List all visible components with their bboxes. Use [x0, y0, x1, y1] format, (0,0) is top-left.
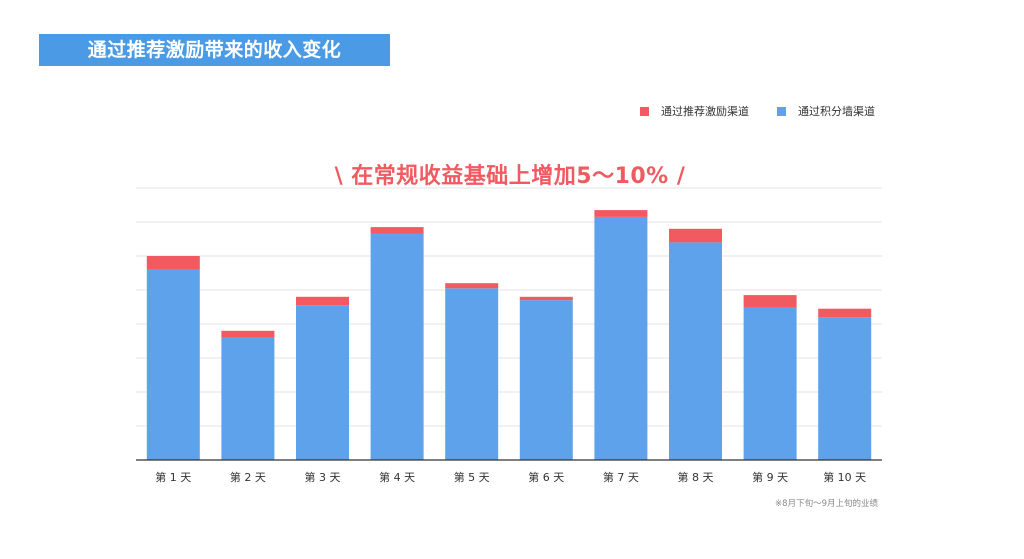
bar-points-wall-4: [370, 233, 424, 460]
chart-headline: \ 在常规收益基础上增加5〜10% /: [334, 164, 686, 189]
legend-item-referral: 通过推荐激励渠道: [640, 103, 749, 119]
x-tick-label-2: 第 2 天: [230, 470, 266, 484]
x-tick-label-4: 第 4 天: [379, 470, 415, 484]
legend-swatch-points-wall: [777, 106, 786, 116]
bar-points-wall-2: [221, 337, 275, 460]
chart-title: 通过推荐激励带来的收入变化: [39, 34, 390, 66]
legend-item-points-wall: 通过积分墙渠道: [777, 103, 875, 119]
legend-label-points-wall: 通过积分墙渠道: [798, 105, 875, 118]
x-tick-label-6: 第 6 天: [528, 470, 564, 484]
bar-referral-8: [669, 228, 722, 243]
bar-referral-3: [296, 296, 349, 306]
bar-referral-9: [743, 295, 797, 307]
x-tick-label-7: 第 7 天: [603, 470, 639, 484]
bar-referral-10: [818, 308, 872, 318]
bar-points-wall-9: [743, 307, 797, 460]
x-tick-label-3: 第 3 天: [305, 470, 341, 484]
x-tick-label-10: 第 10 天: [823, 470, 866, 484]
bar-points-wall-10: [818, 317, 872, 460]
footnote: ※8月下旬〜9月上旬的业绩: [775, 499, 878, 509]
bar-referral-1: [146, 256, 200, 270]
bar-points-wall-1: [146, 269, 200, 460]
bar-points-wall-7: [594, 216, 648, 460]
legend-label-referral: 通过推荐激励渠道: [661, 105, 749, 118]
bar-referral-5: [445, 283, 499, 289]
bar-referral-7: [594, 210, 648, 217]
x-tick-label-1: 第 1 天: [155, 470, 191, 484]
bar-referral-2: [221, 330, 275, 338]
legend-swatch-referral: [640, 106, 649, 116]
legend: 通过推荐激励渠道 通过积分墙渠道: [640, 103, 875, 119]
bar-points-wall-3: [296, 305, 349, 460]
x-tick-label-5: 第 5 天: [454, 470, 490, 484]
bar-points-wall-5: [445, 288, 499, 460]
bar-referral-4: [370, 227, 424, 234]
bar-points-wall-8: [669, 242, 722, 460]
bar-referral-6: [519, 296, 573, 301]
x-tick-label-9: 第 9 天: [752, 470, 788, 484]
bar-points-wall-6: [519, 300, 573, 460]
x-tick-label-8: 第 8 天: [678, 470, 714, 484]
